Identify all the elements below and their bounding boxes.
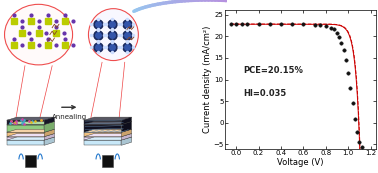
Polygon shape bbox=[44, 137, 54, 145]
Polygon shape bbox=[84, 129, 132, 132]
Polygon shape bbox=[84, 132, 121, 137]
Polygon shape bbox=[84, 120, 121, 125]
Polygon shape bbox=[44, 129, 54, 137]
Polygon shape bbox=[121, 129, 132, 137]
Polygon shape bbox=[84, 117, 132, 120]
Polygon shape bbox=[7, 137, 44, 140]
Polygon shape bbox=[84, 140, 121, 145]
Polygon shape bbox=[7, 125, 44, 132]
Polygon shape bbox=[7, 120, 44, 125]
Ellipse shape bbox=[88, 9, 138, 61]
Polygon shape bbox=[7, 129, 54, 132]
Ellipse shape bbox=[5, 4, 73, 65]
Polygon shape bbox=[7, 134, 54, 137]
Polygon shape bbox=[84, 125, 121, 132]
Polygon shape bbox=[121, 121, 132, 132]
Polygon shape bbox=[84, 134, 132, 137]
Polygon shape bbox=[7, 121, 54, 125]
Bar bbox=[25, 155, 36, 166]
X-axis label: Voltage (V): Voltage (V) bbox=[277, 158, 324, 167]
Polygon shape bbox=[84, 121, 132, 125]
Polygon shape bbox=[84, 137, 121, 140]
Text: PCE=20.15%: PCE=20.15% bbox=[243, 66, 303, 75]
Polygon shape bbox=[121, 134, 132, 140]
Text: Annealing: Annealing bbox=[52, 114, 87, 120]
Polygon shape bbox=[7, 117, 54, 120]
Polygon shape bbox=[7, 140, 44, 145]
Polygon shape bbox=[84, 137, 132, 140]
Polygon shape bbox=[121, 117, 132, 125]
Polygon shape bbox=[121, 137, 132, 145]
Polygon shape bbox=[7, 132, 44, 137]
Bar bbox=[102, 155, 113, 166]
Polygon shape bbox=[44, 134, 54, 140]
Polygon shape bbox=[44, 121, 54, 132]
Polygon shape bbox=[44, 117, 54, 125]
Y-axis label: Current density (mA/cm²): Current density (mA/cm²) bbox=[203, 26, 212, 133]
Text: HI=0.035: HI=0.035 bbox=[243, 89, 286, 98]
Polygon shape bbox=[7, 137, 54, 140]
